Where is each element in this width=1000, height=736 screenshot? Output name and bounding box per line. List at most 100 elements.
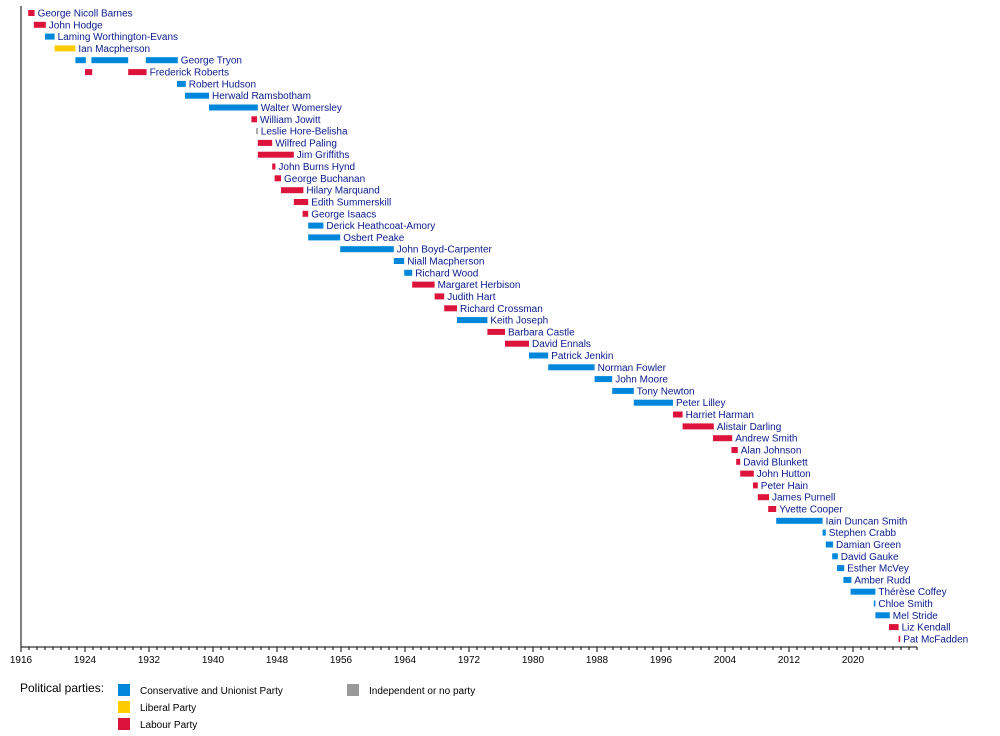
minister-label: Chloe Smith (878, 599, 932, 610)
minister-label: Derick Heathcoat-Amory (326, 221, 435, 232)
term-bar (444, 305, 457, 312)
term-bar (393, 258, 405, 264)
term-bar (145, 57, 178, 64)
term-bar (682, 423, 714, 430)
minister-label: Peter Hain (761, 481, 808, 492)
minister-label: John Hodge (49, 20, 103, 31)
x-tick-label: 2012 (778, 655, 801, 666)
term-bar (308, 222, 324, 229)
legend-swatch (347, 684, 359, 696)
minister-label: Osbert Peake (343, 233, 405, 244)
minister-label: Wilfred Paling (275, 138, 337, 149)
term-bar (412, 281, 435, 288)
minister-label: Damian Green (836, 540, 901, 551)
x-tick-label: 1932 (138, 655, 161, 666)
legend-title: Political parties: (20, 681, 104, 695)
term-bar (256, 128, 258, 135)
term-bar (45, 33, 55, 40)
minister-label: Harriet Harman (686, 410, 754, 421)
minister-label: Barbara Castle (508, 327, 575, 338)
minister-label: Niall Macpherson (407, 257, 484, 268)
term-bar (713, 435, 733, 442)
term-bar (177, 80, 186, 87)
term-bar (731, 447, 738, 453)
term-bar (308, 234, 341, 241)
term-bar (33, 21, 46, 28)
term-bar (768, 506, 777, 512)
term-bar (293, 199, 309, 205)
minister-label: Peter Lilley (676, 398, 725, 409)
minister-label: Pat McFadden (903, 634, 968, 645)
minister-label: Margaret Herbison (438, 280, 521, 291)
minister-label: David Gauke (841, 552, 899, 563)
minister-label: George Nicoll Barnes (38, 9, 133, 20)
minister-label: James Purnell (772, 493, 835, 504)
x-tick-label: 1916 (10, 655, 33, 666)
term-bar (843, 576, 852, 583)
term-bar (281, 187, 304, 194)
legend-entry: Liberal Party (140, 703, 196, 714)
term-bar (487, 328, 505, 335)
minister-label: Richard Crossman (460, 304, 543, 315)
minister-label: George Tryon (181, 56, 242, 67)
x-tick-label: 2004 (714, 655, 737, 666)
x-tick-label: 1964 (394, 655, 417, 666)
x-tick-label: 1924 (74, 655, 97, 666)
legend-swatch (118, 701, 130, 713)
minister-label: Judith Hart (447, 292, 496, 303)
term-bar (822, 529, 826, 536)
term-bar (776, 517, 823, 524)
term-bar (274, 175, 281, 182)
x-tick-label: 2020 (842, 655, 865, 666)
term-bar (302, 210, 309, 217)
legend-entry: Independent or no party (369, 686, 475, 697)
term-bar (594, 376, 613, 383)
term-bar (257, 151, 294, 158)
minister-label: Mel Stride (893, 611, 938, 622)
minister-label: Stephen Crabb (829, 528, 897, 539)
minister-label: David Blunkett (743, 457, 808, 468)
minister-label: Tony Newton (637, 386, 695, 397)
term-bar (529, 352, 549, 359)
term-bar (54, 45, 76, 52)
term-bar (75, 57, 86, 64)
term-bar (873, 600, 876, 607)
minister-label: Liz Kendall (902, 623, 951, 634)
minister-label: David Ennals (532, 339, 591, 350)
minister-label: Patrick Jenkin (551, 351, 613, 362)
term-bar (128, 69, 147, 76)
term-bar (457, 317, 488, 324)
term-bar (850, 588, 876, 595)
x-tick-label: 1996 (650, 655, 673, 666)
minister-label: Thérèse Coffey (878, 587, 946, 598)
minister-label: Alan Johnson (741, 446, 802, 457)
term-bar (736, 458, 741, 465)
minister-label: Alistair Darling (717, 422, 781, 433)
legend-swatch (118, 684, 130, 696)
term-bar (251, 116, 257, 123)
term-bar (91, 57, 129, 64)
term-bar (272, 163, 276, 170)
minister-label: William Jowitt (260, 115, 321, 126)
x-tick-label: 1956 (330, 655, 353, 666)
minister-label: Laming Worthington-Evans (58, 32, 178, 43)
minister-label: John Burns Hynd (278, 162, 355, 173)
minister-label: John Boyd-Carpenter (397, 245, 493, 256)
minister-label: George Isaacs (311, 209, 376, 220)
minister-label: Yvette Cooper (779, 505, 843, 516)
x-tick-label: 1948 (266, 655, 289, 666)
term-bar (633, 399, 673, 406)
legend-entry: Labour Party (140, 720, 197, 731)
minister-label: Walter Womersley (261, 103, 342, 114)
term-bar (434, 293, 445, 300)
minister-label: Iain Duncan Smith (826, 516, 908, 527)
term-bar (257, 139, 273, 146)
legend: Political parties: Conservative and Unio… (20, 681, 475, 731)
term-bar (548, 364, 595, 371)
term-bar (340, 246, 394, 253)
term-bar (889, 624, 899, 631)
term-bar (209, 104, 258, 111)
minister-label: Esther McVey (847, 564, 909, 575)
term-bar (673, 411, 683, 418)
